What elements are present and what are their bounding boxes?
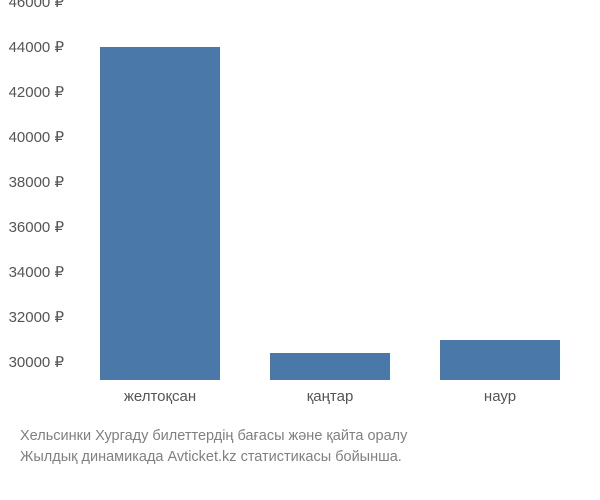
y-tick-label: 30000 ₽ xyxy=(0,353,72,371)
bar-chart: желтоқсанқаңтарнаур 30000 ₽32000 ₽34000 … xyxy=(90,20,570,400)
y-tick-label: 46000 ₽ xyxy=(0,0,72,11)
plot-area: желтоқсанқаңтарнаур xyxy=(90,20,570,400)
x-tick-label: наур xyxy=(484,388,516,405)
x-tick-label: желтоқсан xyxy=(124,388,196,405)
y-tick-label: 44000 ₽ xyxy=(0,38,72,56)
caption-line-1: Хельсинки Хургаду билеттердің бағасы жән… xyxy=(20,426,407,447)
y-tick-label: 36000 ₽ xyxy=(0,218,72,236)
chart-bar xyxy=(100,47,220,380)
x-tick-label: қаңтар xyxy=(307,388,354,405)
chart-bar xyxy=(270,353,390,380)
y-tick-label: 40000 ₽ xyxy=(0,128,72,146)
y-tick-label: 38000 ₽ xyxy=(0,173,72,191)
chart-bar xyxy=(440,340,560,381)
y-tick-label: 32000 ₽ xyxy=(0,308,72,326)
caption-line-2: Жылдық динамикада Avticket.kz статистика… xyxy=(20,447,407,468)
y-tick-label: 34000 ₽ xyxy=(0,263,72,281)
y-tick-label: 42000 ₽ xyxy=(0,83,72,101)
chart-caption: Хельсинки Хургаду билеттердің бағасы жән… xyxy=(20,426,407,468)
